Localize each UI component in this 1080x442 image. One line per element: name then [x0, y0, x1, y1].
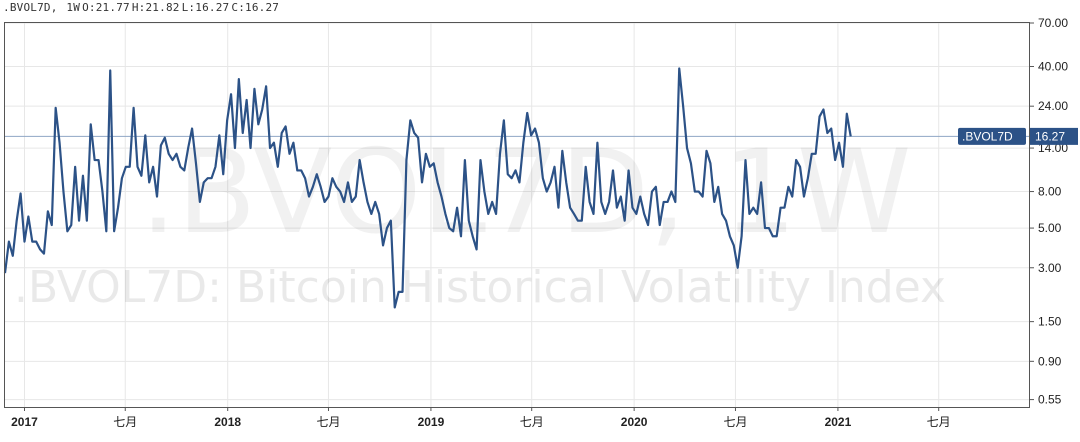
y-tick-label: 70.00 [1038, 16, 1068, 30]
watermark-description: .BVOL7D: Bitcoin Historical Volatility I… [14, 262, 946, 313]
series-layer [3, 67, 852, 309]
price-tag-value-bg [1030, 127, 1078, 145]
y-tick-label: 0.90 [1038, 354, 1062, 368]
x-tick-label: 2019 [418, 415, 445, 429]
x-tick-label: 七月 [927, 415, 951, 429]
y-tick-label: 0.55 [1038, 393, 1062, 407]
high-value: H:21.82 [131, 1, 180, 14]
interval-label: 1W [66, 1, 81, 14]
y-tick-label: 40.00 [1038, 59, 1068, 73]
y-tick-label: 24.00 [1038, 99, 1068, 113]
y-tick-label: 8.00 [1038, 185, 1062, 199]
ohlc-header: .BVOL7D, 1W O:21.77 H:21.82 L:16.27 C:16.27 [3, 1, 281, 14]
y-tick-label: 3.00 [1038, 261, 1062, 275]
price-tag-bg [958, 127, 1026, 145]
price-tag: .BVOL7D 16.27 [958, 127, 1078, 145]
x-tick-label: 七月 [316, 415, 340, 429]
x-tick-label: 七月 [113, 415, 137, 429]
price-tag-value: 16.27 [1035, 129, 1065, 143]
open-value: O:21.77 [82, 1, 130, 14]
low-value: L:16.27 [181, 1, 230, 14]
x-tick-label: 2020 [621, 415, 648, 429]
x-tick-label: 2018 [214, 415, 241, 429]
x-tick-label: 七月 [520, 415, 544, 429]
y-axis: 0.550.901.503.005.008.0014.0024.0040.007… [1030, 16, 1068, 407]
x-axis: 2017 七月 2018 七月 2019 七月 2020 七月 2021 七月 [11, 407, 951, 429]
plot-frame [4, 22, 1030, 408]
series-line [3, 67, 852, 309]
x-tick-label: 2017 [11, 415, 38, 429]
symbol-label: .BVOL7D, [3, 1, 58, 14]
y-tick-label: 1.50 [1038, 315, 1062, 329]
price-tag-symbol: .BVOL7D [962, 129, 1013, 143]
grid-layer [5, 22, 1030, 407]
y-tick-label: 5.00 [1038, 221, 1062, 235]
x-tick-label: 2021 [825, 415, 852, 429]
watermark-symbol: .BVOL7D, 1W [140, 125, 912, 260]
x-tick-label: 七月 [723, 415, 747, 429]
close-value: C:16.27 [231, 1, 280, 14]
